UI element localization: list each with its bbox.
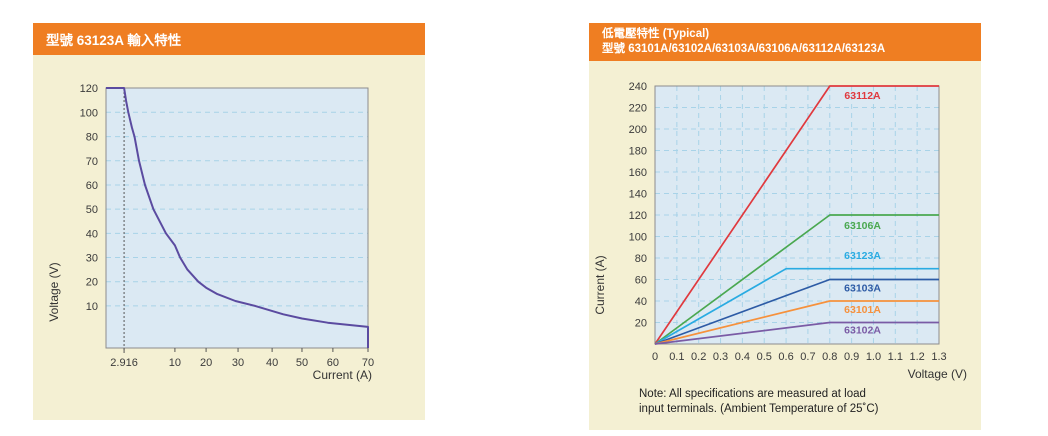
x-tick-label: 1.2 (910, 351, 925, 363)
series-line-63123A (654, 267, 939, 345)
y-tick-label: 100 (629, 232, 647, 244)
series-label-63102A: 63102A (844, 324, 881, 336)
series-line-63101A (654, 300, 939, 345)
series-label-63123A: 63123A (844, 250, 881, 262)
y-tick-label: 60 (635, 275, 647, 287)
x-tick-label: 20 (200, 357, 212, 369)
y-tick-label: 200 (629, 124, 647, 136)
y-tick-label: 40 (86, 228, 98, 240)
x-tick-label: 0 (652, 351, 658, 363)
y-axis-label: Current (A) (593, 255, 607, 314)
x-tick-label: 0.7 (800, 351, 815, 363)
y-tick-label: 40 (635, 296, 647, 308)
x-tick-label: 50 (296, 357, 308, 369)
panel-right-header: 低電壓特性 (Typical) 型號 63101A/63102A/63103A/… (589, 23, 981, 61)
x-tick-label: 1.0 (866, 351, 881, 363)
y-tick-label: 80 (635, 253, 647, 265)
series-line-63106A (654, 214, 939, 345)
panel-right-body: 63112A 63106A 63123A 63103A 63101A 63102A 0 0.1… (589, 61, 981, 430)
series-line-63112A (654, 85, 939, 345)
x-tick-label: 30 (232, 357, 244, 369)
panel-right-title-line1: 低電壓特性 (Typical) (602, 28, 710, 41)
y-tick-label: 160 (629, 167, 647, 179)
panel-right-title-line2: 型號 63101A/63102A/63103A/63106A/63112A/63… (602, 43, 886, 55)
y-tick-label: 80 (86, 132, 98, 144)
y-tick-label: 20 (86, 277, 98, 289)
x-tick-label: 0.6 (778, 351, 793, 363)
y-tick-label: 60 (86, 180, 98, 192)
panel-left-header: 型號 63123A 輸入特性 (33, 23, 425, 55)
x-tick-label: 10 (169, 357, 181, 369)
panel-low-voltage-characteristics: 低電壓特性 (Typical) 型號 63101A/63102A/63103A/… (589, 23, 981, 430)
x-tick-label: 0.8 (822, 351, 837, 363)
x-tick-label: 1.3 (931, 351, 946, 363)
x-tick-label: 40 (266, 357, 278, 369)
y-axis-label: Voltage (V) (47, 262, 61, 321)
series-label-63103A: 63103A (844, 282, 881, 294)
y-tick-label: 30 (86, 253, 98, 265)
y-tick-label: 240 (629, 81, 647, 93)
y-tick-label: 140 (629, 189, 647, 201)
y-tick-label: 50 (86, 204, 98, 216)
y-tick-label: 70 (86, 156, 98, 168)
chart-low-voltage-characteristics: 63112A 63106A 63123A 63103A 63101A 63102A 0 0.1… (593, 81, 967, 381)
y-tick-label: 220 (629, 103, 647, 115)
y-tick-label: 10 (86, 301, 98, 313)
x-tick-label: 0.4 (735, 351, 750, 363)
series-label-63112A: 63112A (844, 90, 881, 102)
y-tick-label: 100 (80, 107, 98, 119)
x-tick-label: 60 (327, 357, 339, 369)
chart-input-characteristics: 2.916 10 20 30 40 50 60 70 120 100 80 70 60 50 40 30 20 1… (47, 83, 374, 382)
series-label-63106A: 63106A (844, 220, 881, 232)
series-line-63103A (654, 278, 939, 345)
series-line-63123A input characteristic (106, 87, 369, 348)
x-tick-label: 1.1 (888, 351, 903, 363)
panel-63123a-input-characteristics: 型號 63123A 輸入特性 2.916 10 20 30 40 50 60 70 120 100… (33, 23, 425, 420)
chart-note: Note: All specifications are measured at… (639, 387, 878, 417)
plot-border (105, 87, 369, 349)
plot-area (106, 88, 368, 348)
x-tick-label: 0.5 (757, 351, 772, 363)
y-tick-label: 180 (629, 146, 647, 158)
y-tick-label: 120 (80, 83, 98, 95)
x-tick-label: 70 (362, 357, 374, 369)
x-tick-label: 0.3 (713, 351, 728, 363)
x-tick-label: 0.1 (669, 351, 684, 363)
chart-note-line1: Note: All specifications are measured at… (639, 388, 866, 400)
chart-note-line2: input terminals. (Ambient Temperature of… (639, 403, 879, 416)
panel-left-title: 型號 63123A 輸入特性 (46, 33, 182, 48)
x-axis-label: Current (A) (313, 368, 372, 382)
series-label-63101A: 63101A (844, 304, 881, 316)
x-tick-label: 2.916 (110, 357, 138, 369)
x-axis-label: Voltage (V) (908, 367, 967, 381)
y-tick-label: 20 (635, 318, 647, 330)
panel-left-body: 2.916 10 20 30 40 50 60 70 120 100 80 70 60 50 40 30 20 1… (33, 55, 425, 420)
series-line-63102A (654, 321, 939, 345)
y-tick-label: 120 (629, 210, 647, 222)
x-tick-label: 0.2 (691, 351, 706, 363)
x-tick-label: 0.9 (844, 351, 859, 363)
